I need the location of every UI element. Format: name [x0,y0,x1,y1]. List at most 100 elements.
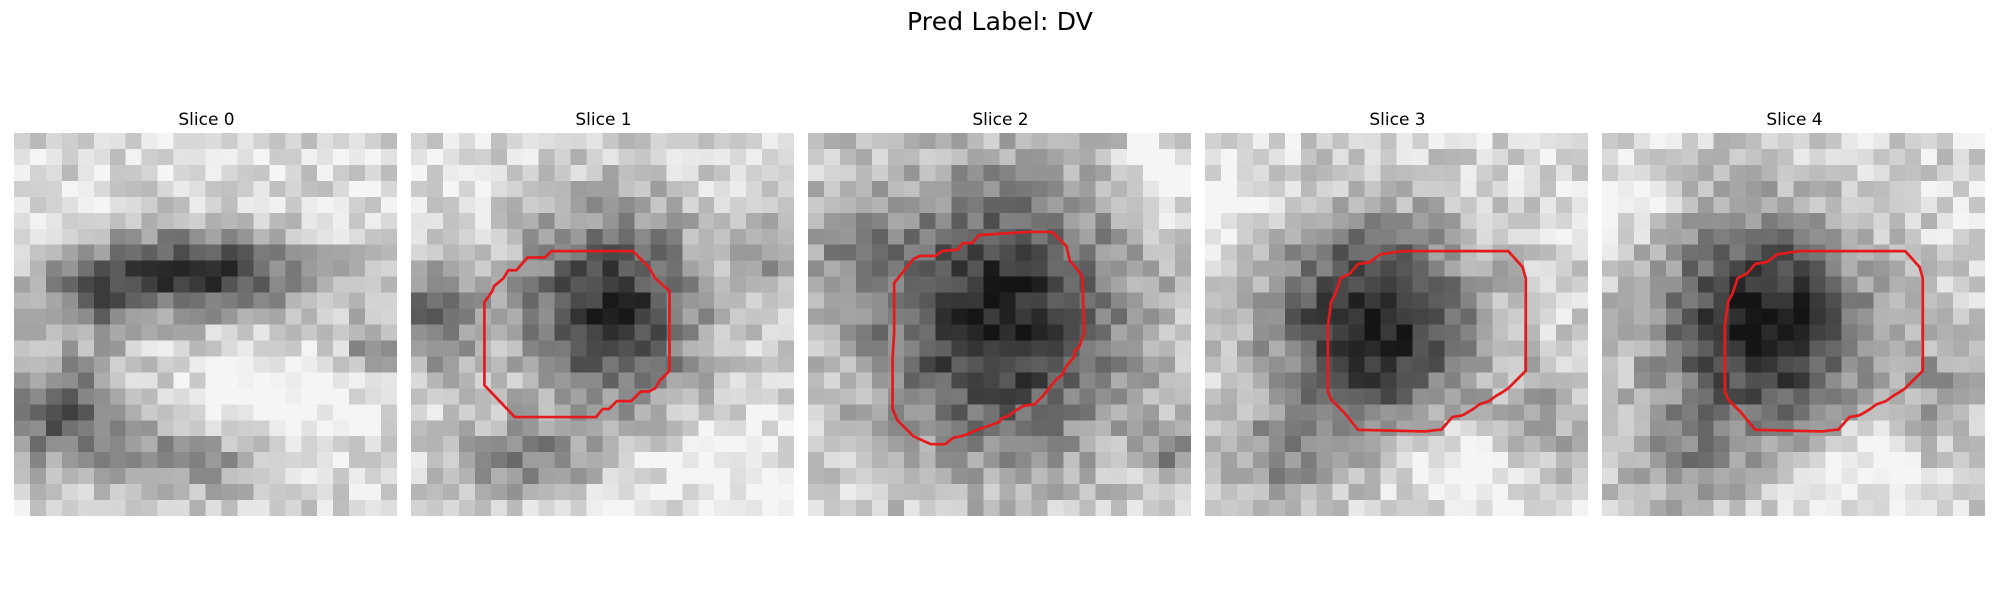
pixel [1252,436,1270,453]
pixel [1444,228,1461,246]
pixel [698,388,715,405]
pixel [285,372,302,389]
pixel [45,356,63,373]
pixel [823,388,841,405]
pixel [221,276,238,293]
pixel [935,340,952,357]
pixel [411,212,428,230]
pixel [301,452,318,469]
pixel [1444,164,1461,182]
pixel [490,276,508,293]
pixel [253,468,270,485]
pixel [1492,196,1509,214]
pixel [1921,404,1938,421]
pixel [714,404,731,421]
pixel [490,292,508,309]
pixel [967,292,984,309]
pixel [77,436,95,453]
pixel [1252,404,1270,421]
pixel [871,260,889,277]
pixel [650,500,667,516]
pixel [1143,148,1160,166]
pixel [125,228,142,246]
pixel [762,244,779,261]
pixel [1713,292,1730,309]
pixel [1460,244,1477,261]
pixel [1969,228,1985,246]
pixel [1236,276,1254,293]
pixel [839,372,857,389]
pixel [618,436,635,453]
pixel [1761,308,1778,325]
pixel [1556,372,1573,389]
pixel [1793,276,1810,293]
pixel [919,324,936,341]
pixel [173,468,190,485]
pixel [1364,388,1381,405]
pixel [538,484,555,501]
pixel [237,133,254,150]
pixel [522,484,539,501]
pixel [855,212,873,230]
pixel [1236,180,1254,198]
pixel [1348,164,1365,182]
pixel [109,228,127,246]
pixel [1396,452,1413,469]
pixel [141,500,158,516]
pixel [1175,452,1191,469]
pixel [1572,260,1588,277]
pixel [253,420,270,437]
slice-image [14,133,397,516]
pixel [1079,164,1096,182]
pixel [381,292,397,309]
pixel [1284,260,1302,277]
pixel [682,340,699,357]
pixel [1159,468,1176,485]
pixel [1524,212,1541,230]
pixel [570,164,587,182]
pixel [522,276,539,293]
pixel [1937,340,1954,357]
pixel [442,452,460,469]
pixel [586,324,603,341]
pixel [871,436,889,453]
pixel [1809,148,1826,166]
pixel [746,133,763,150]
pixel [666,484,683,501]
pixel [61,308,79,325]
pixel [61,196,79,214]
pixel [1713,228,1730,246]
pixel [1953,356,1970,373]
pixel [698,324,715,341]
pixel [1252,148,1270,166]
pixel [1556,133,1573,150]
pixel [1492,372,1509,389]
pixel [1905,404,1922,421]
pixel [1921,324,1938,341]
pixel [983,180,1000,198]
pixel [61,468,79,485]
pixel [1602,452,1619,469]
pixel [746,308,763,325]
pixel [1572,133,1588,150]
pixel [1540,292,1557,309]
pixel [1460,324,1477,341]
pixel [730,340,747,357]
pixel [365,324,382,341]
pixel [1095,244,1112,261]
pixel [903,276,921,293]
pixel [1348,404,1365,421]
pixel [634,372,651,389]
pixel [1540,133,1557,150]
pixel [141,452,158,469]
pixel [1332,164,1349,182]
pixel [1380,340,1397,357]
pixel [442,420,460,437]
pixel [666,276,683,293]
pixel [1015,500,1032,516]
pixel [1332,212,1349,230]
pixel [1969,212,1985,230]
pixel [93,276,111,293]
pixel [1572,212,1588,230]
pixel [1476,148,1493,166]
